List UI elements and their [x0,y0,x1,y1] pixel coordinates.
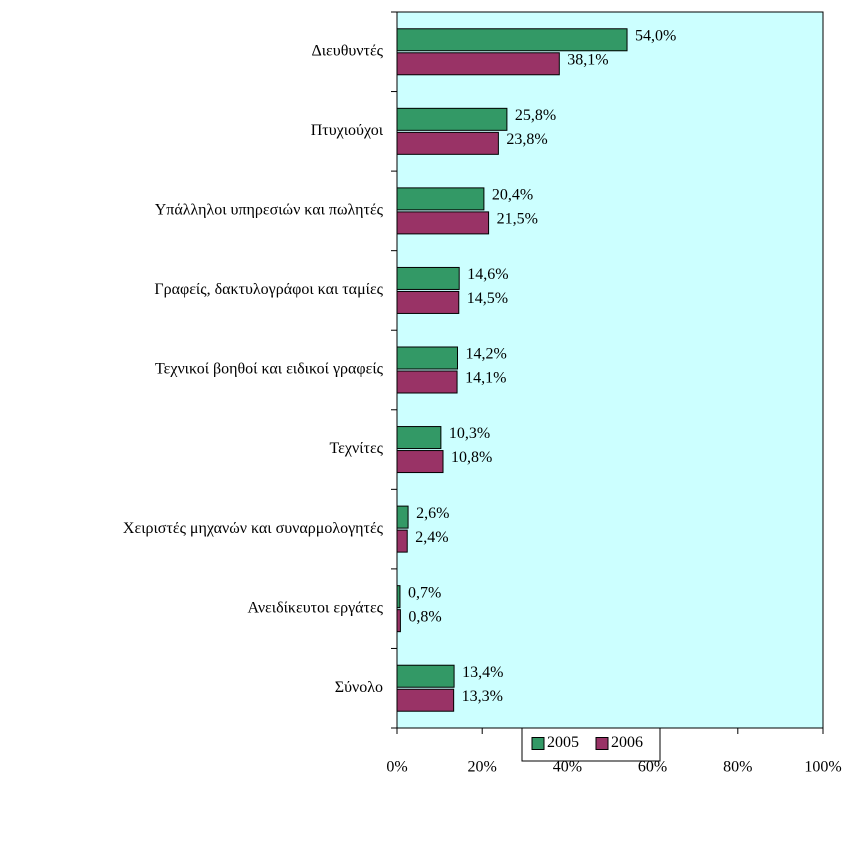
value-label: 54,0% [635,27,676,44]
bar [396,688,455,712]
y-tick-label: Υπάλληλοι υπηρεσιών και πωλητές [155,202,384,219]
bar [396,426,442,450]
bar [396,529,408,553]
bar [396,131,499,155]
value-label: 13,3% [462,688,503,705]
legend-swatch [531,737,545,750]
bar [396,290,460,314]
x-tick-label: 0% [386,759,407,776]
bar [396,370,458,394]
legend-box [521,727,661,762]
plot-area [396,11,824,729]
bar [396,450,444,474]
x-tick-label: 100% [804,759,841,776]
bar [396,187,485,211]
y-tick-label: Τεχνίτες [329,440,383,457]
x-tick-label: 20% [468,759,497,776]
value-label: 13,4% [462,664,503,681]
bar [396,211,490,235]
bar [396,505,409,529]
x-tick-label: 60% [638,759,667,776]
value-label: 14,5% [467,290,508,307]
legend-swatch [595,737,609,750]
y-tick-label: Χειριστές μηχανών και συναρμολογητές [123,520,384,537]
value-label: 0,7% [408,584,441,601]
bar [396,107,508,131]
y-tick-label: Ανειδίκευτοι εργάτες [247,599,383,616]
y-tick-label: Διευθυντές [311,42,383,59]
bar [396,585,401,609]
value-label: 2,6% [416,505,449,522]
value-label: 25,8% [515,107,556,124]
x-tick-label: 40% [553,759,582,776]
y-tick-label: Πτυχιούχοι [311,122,384,139]
y-tick-label: Σύνολο [335,679,383,696]
value-label: 20,4% [492,187,533,204]
value-label: 14,1% [465,370,506,387]
value-label: 2,4% [415,529,448,546]
value-label: 38,1% [567,51,608,68]
legend-label: 2006 [611,734,643,751]
value-label: 14,2% [465,346,506,363]
value-label: 10,8% [451,449,492,466]
value-label: 0,8% [408,608,441,625]
bar [396,52,560,76]
bar [396,346,458,370]
bar [396,266,460,290]
value-label: 14,6% [467,266,508,283]
bar [396,609,401,633]
bar [396,664,455,688]
value-label: 23,8% [506,131,547,148]
x-tick-label: 80% [723,759,752,776]
value-label: 10,3% [449,425,490,442]
bar [396,28,628,52]
y-tick-label: Γραφείς, δακτυλογράφοι και ταμίες [154,281,383,298]
value-label: 21,5% [497,211,538,228]
legend-label: 2005 [547,734,579,751]
y-tick-label: Τεχνικοί βοηθοί και ειδικοί γραφείς [155,361,384,378]
